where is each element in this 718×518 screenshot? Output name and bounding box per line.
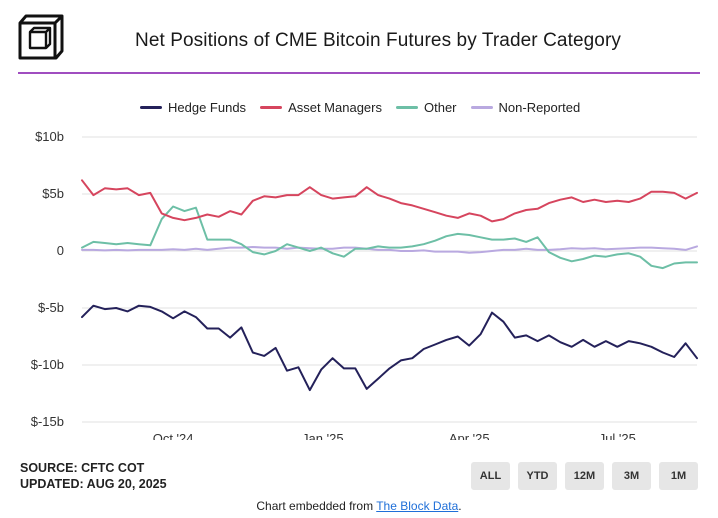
legend-item-asset-managers[interactable]: Asset Managers	[260, 100, 382, 115]
legend-swatch-non-reported	[470, 106, 493, 109]
chart-footer-source: SOURCE: CFTC COT UPDATED: AUG 20, 2025	[20, 460, 167, 492]
chart-legend: Hedge Funds Asset Managers Other Non-Rep…	[140, 100, 580, 115]
chart-header: Net Positions of CME Bitcoin Futures by …	[0, 0, 718, 74]
y-tick-label: $10b	[35, 129, 64, 144]
embed-prefix: Chart embedded from	[256, 499, 377, 513]
x-tick-label: Apr '25	[449, 431, 490, 440]
legend-label-other: Other	[424, 100, 457, 115]
the-block-cube-icon	[18, 14, 64, 60]
x-tick-label: Oct '24	[153, 431, 194, 440]
series-line-asset-managers	[81, 179, 698, 223]
y-tick-label: $5b	[42, 186, 64, 201]
legend-label-asset-managers: Asset Managers	[288, 100, 382, 115]
range-button-ytd[interactable]: YTD	[518, 462, 557, 490]
the-block-data-link[interactable]: The Block Data	[376, 499, 459, 513]
y-tick-label: $-5b	[38, 300, 64, 315]
legend-swatch-hedge-funds	[140, 106, 162, 109]
legend-item-non-reported[interactable]: Non-Reported	[470, 100, 581, 115]
legend-item-other[interactable]: Other	[396, 100, 457, 115]
y-tick-label: $-15b	[31, 414, 64, 429]
series-line-non-reported	[81, 245, 698, 254]
embed-suffix: .	[458, 499, 462, 513]
y-tick-label: 0	[57, 243, 64, 258]
title-divider	[18, 72, 700, 74]
series-line-other	[81, 205, 698, 270]
source-label: SOURCE: CFTC COT	[20, 461, 145, 475]
range-button-12m[interactable]: 12M	[565, 462, 604, 490]
line-chart: $10b $5b 0 $-5b $-10b $-15b Oct '24 Jan '25 Apr …	[31, 129, 698, 440]
legend-swatch-asset-managers	[260, 106, 283, 109]
range-button-1m[interactable]: 1M	[659, 462, 698, 490]
x-tick-label: Jan '25	[302, 431, 344, 440]
legend-label-non-reported: Non-Reported	[498, 100, 581, 115]
series-line-hedge-funds	[81, 304, 698, 392]
y-tick-label: $-10b	[31, 357, 64, 372]
embed-attribution: Chart embedded from The Block Data.	[0, 499, 718, 513]
legend-item-hedge-funds[interactable]: Hedge Funds	[140, 100, 246, 115]
x-tick-label: Jul '25	[599, 431, 636, 440]
updated-label: UPDATED: AUG 20, 2025	[20, 477, 167, 491]
time-range-selector: ALL YTD 12M 3M 1M	[471, 462, 698, 490]
legend-swatch-other	[396, 106, 418, 109]
range-button-3m[interactable]: 3M	[612, 462, 651, 490]
range-button-all[interactable]: ALL	[471, 462, 510, 490]
legend-label-hedge-funds: Hedge Funds	[168, 100, 247, 115]
chart-title: Net Positions of CME Bitcoin Futures by …	[135, 30, 621, 51]
